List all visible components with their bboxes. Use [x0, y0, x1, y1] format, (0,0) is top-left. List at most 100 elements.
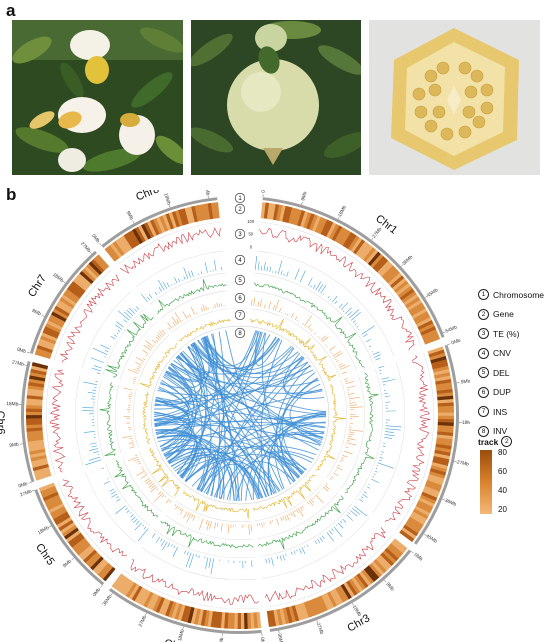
fruit-photo	[191, 20, 361, 175]
track-6-bar	[145, 340, 154, 348]
gene-density-bin	[434, 446, 452, 454]
track-6-bar	[148, 483, 155, 488]
gene-density-bin	[125, 582, 138, 598]
gene-density-bin	[420, 326, 437, 337]
chromosome-tick	[100, 585, 103, 588]
track-4-bar	[166, 282, 170, 288]
circos-plot: 0Mb9Mb18Mb27Mb36Mb45Mb54MbChr10Mb9Mb18Mb…	[0, 190, 470, 642]
gene-density-bin	[351, 576, 364, 593]
gene-density-bin	[48, 317, 64, 328]
track-4-bar	[381, 451, 384, 453]
track-4-bar	[213, 260, 217, 272]
chromosome-tick	[301, 201, 303, 205]
chromosome-tick-label: 9Mb	[300, 191, 308, 202]
track-ring-border	[172, 308, 229, 333]
track-4-bar	[372, 351, 380, 356]
gene-density-bin	[429, 468, 447, 477]
track-6-bar	[319, 337, 321, 339]
gene-density-bin	[80, 547, 95, 561]
gene-density-bin	[26, 411, 43, 416]
track-number-badge	[234, 274, 246, 286]
gene-density-bin	[437, 415, 454, 420]
track-4-bar	[363, 333, 368, 338]
chromosome-tick	[400, 264, 404, 267]
track-4-bar	[381, 377, 390, 380]
gene-density-bin	[29, 448, 46, 455]
chromosome-tick-label: 27Mb	[19, 489, 33, 499]
gene-density-bin	[377, 554, 392, 569]
gene-density-bin	[311, 215, 322, 232]
track-6-bar	[330, 476, 334, 479]
gene-density-bin	[399, 529, 415, 543]
gene-density-bin	[434, 372, 451, 379]
synteny-link	[162, 376, 270, 497]
track-6-bar	[187, 315, 189, 318]
chromosome-tick	[424, 295, 428, 298]
track-6-bar	[144, 472, 147, 474]
track-6-bar	[209, 521, 212, 530]
track-4-bar	[368, 483, 370, 486]
track-6-bar	[311, 329, 313, 332]
gene-density-bin	[129, 229, 141, 246]
track-4-bar	[210, 558, 215, 575]
track-4-bar	[109, 488, 115, 492]
synteny-link	[155, 416, 326, 433]
track-4-bar	[104, 356, 107, 358]
gene-density-bin	[213, 611, 220, 628]
synteny-link	[154, 330, 257, 427]
gene-density-bin	[432, 456, 450, 464]
track-6-bar	[336, 466, 343, 471]
track-6-bar	[333, 472, 339, 476]
track-6-bar	[334, 470, 336, 472]
track-6-bar	[214, 304, 216, 308]
track-number-badge	[234, 203, 246, 215]
track-4-bar	[162, 541, 168, 551]
track-6-bar	[206, 520, 210, 531]
gene-density-bin	[432, 365, 450, 373]
track-6-bar	[218, 303, 221, 307]
gene-density-bin	[309, 214, 319, 231]
gene-density-bin	[143, 591, 154, 608]
track-4-bar	[385, 431, 394, 433]
track-7-line	[315, 384, 347, 471]
track-6-bar	[216, 302, 218, 308]
track-4-bar	[92, 347, 108, 355]
gene-density-bin	[422, 488, 439, 499]
gene-density-bin	[46, 320, 63, 331]
track-5-line	[157, 279, 227, 315]
gene-density-bin	[34, 469, 51, 478]
gene-density-bin	[401, 291, 417, 304]
track-7-line	[178, 318, 231, 342]
gene-density-bin	[347, 235, 360, 251]
track-6-bar	[251, 299, 253, 306]
chromosome-tick-label: 36Mb	[444, 498, 458, 508]
gene-density-bin	[309, 599, 319, 616]
gene-density-bin	[52, 511, 69, 523]
synteny-link	[192, 343, 319, 387]
gene-density-bin	[54, 305, 70, 317]
gene-density-bin	[320, 219, 331, 236]
track-6-bar	[348, 397, 360, 400]
track-6-bar	[340, 365, 350, 370]
gene-density-bin	[249, 612, 255, 629]
track-6-bar	[348, 433, 355, 436]
synteny-link	[201, 357, 305, 493]
legend-item-ins: 7 INS	[478, 402, 550, 422]
track-6-bar	[287, 313, 289, 316]
legend-label: INV	[493, 426, 508, 437]
track-4-bar	[154, 292, 158, 296]
gene-density-bin	[174, 209, 184, 227]
gene-density-bin	[409, 514, 426, 526]
track-6-bar	[136, 470, 146, 477]
track-6-bar	[127, 395, 132, 397]
track-6-bar	[153, 344, 156, 346]
legend-number-badge: 8	[478, 425, 489, 437]
chromosome-tick-label: 27Mb	[203, 190, 211, 196]
gene-density-bin	[140, 590, 151, 606]
chromosome-name-label: Chr2	[469, 439, 470, 464]
chromosome-tick-label: 0Mb	[90, 233, 101, 244]
gene-density-bin	[49, 505, 66, 517]
gene-density-bin	[326, 591, 338, 608]
gene-density-bin	[403, 293, 419, 306]
legend-label: TE (%)	[493, 328, 520, 339]
